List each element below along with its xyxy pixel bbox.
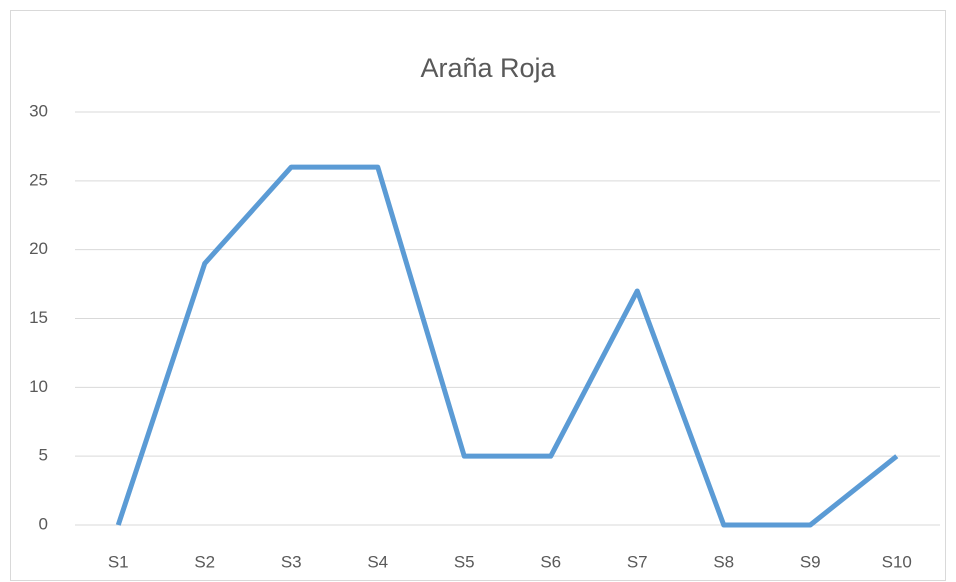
y-tick-label: 30	[29, 101, 48, 120]
x-tick-label: S5	[454, 552, 475, 571]
chart-border	[10, 10, 946, 581]
x-tick-label: S2	[194, 552, 215, 571]
y-tick-label: 20	[29, 239, 48, 258]
x-tick-label: S4	[367, 552, 388, 571]
x-tick-label: S1	[108, 552, 129, 571]
y-tick-label: 25	[29, 170, 48, 189]
x-tick-label: S6	[540, 552, 561, 571]
y-tick-label: 0	[39, 514, 48, 533]
x-tick-label: S3	[281, 552, 302, 571]
y-tick-label: 10	[29, 377, 48, 396]
y-tick-label: 15	[29, 308, 48, 327]
x-tick-label: S7	[627, 552, 648, 571]
chart-title: Araña Roja	[420, 53, 556, 83]
y-tick-label: 5	[39, 446, 48, 465]
x-tick-label: S8	[713, 552, 734, 571]
x-tick-label: S10	[882, 552, 912, 571]
x-tick-label: S9	[800, 552, 821, 571]
data-line	[115, 164, 899, 528]
